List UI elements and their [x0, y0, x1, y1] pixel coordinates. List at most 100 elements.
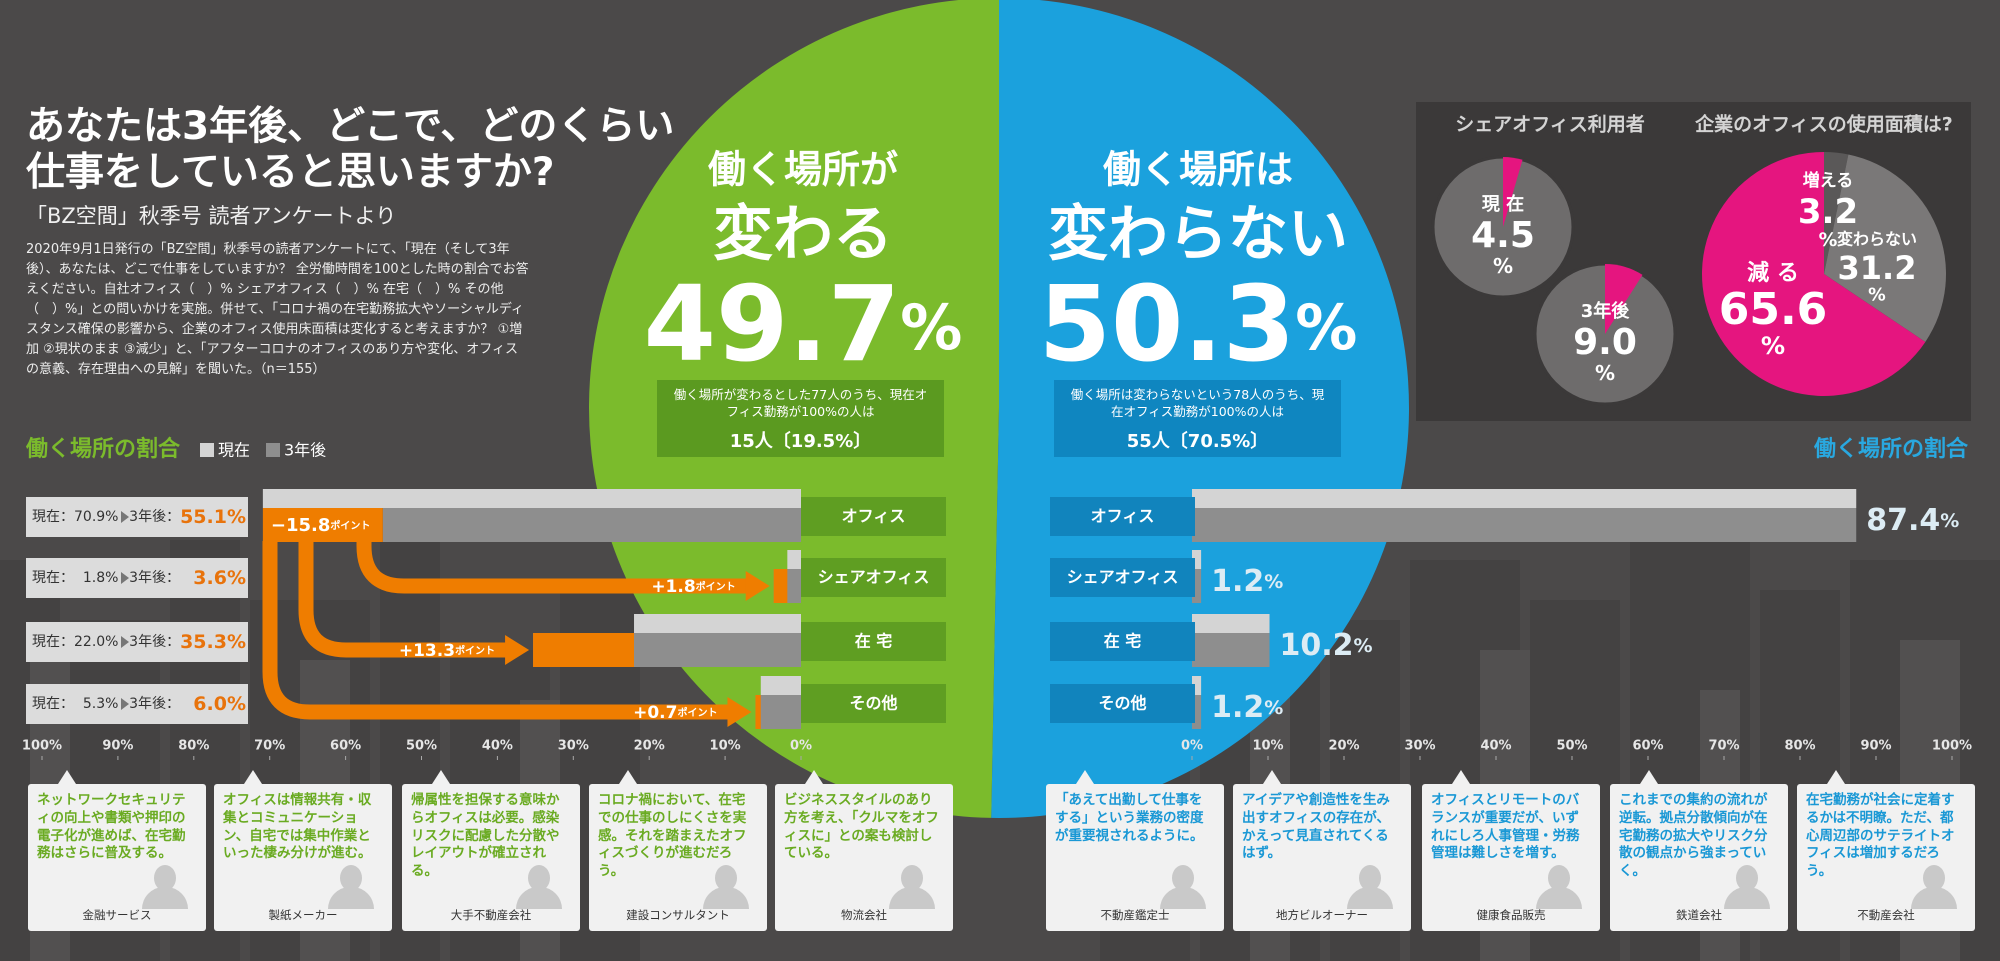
x-tick-label: 60%	[1632, 739, 1663, 754]
comment-text: ビジネススタイルのあり方を考え、「クルマをオフィスに」との案も検討している。	[784, 792, 939, 862]
comment-text: 「あえて出勤して仕事をする」という業務の密度が重要視されるように。	[1055, 792, 1204, 844]
slice-value: 49.7%	[644, 263, 963, 385]
x-tick-label: 50%	[1556, 739, 1587, 754]
comment-text: オフィスは情報共有・収集とコミュニケーション、自宅では集中作業といった棲み分けが…	[223, 792, 372, 862]
text-part: %	[1819, 230, 1838, 251]
comment-speaker: 地方ビルオーナー	[1276, 907, 1368, 922]
text-part: 3年後：	[129, 634, 180, 650]
person-icon	[1172, 865, 1194, 891]
pie-slice	[1605, 264, 1643, 334]
text-part: +1.8	[651, 577, 695, 597]
bar	[1192, 676, 1202, 695]
slice-label: 変わらない	[1837, 230, 1917, 249]
category-label: その他	[1098, 694, 1146, 713]
x-tick-label: 100%	[1932, 739, 1972, 754]
comment-text: ネットワークセキュリティの向上や書類や押印の電子化が進めば、在宅勤務はさらに普及…	[37, 792, 186, 862]
text-part: ポイント	[330, 519, 370, 532]
row-label: 現在： 5.3%	[32, 696, 118, 712]
pie-slice	[1824, 154, 1946, 342]
note-box	[657, 380, 944, 457]
text-part: 50.3	[1039, 263, 1296, 385]
comment-speaker: 不動産鑑定士	[1100, 907, 1170, 922]
person-icon	[901, 865, 923, 891]
comment-box: オフィスとリモートのバランスが重要だが、いずれにしろ人事管理・労務管理は難しさを…	[1422, 770, 1600, 931]
bar	[382, 508, 801, 542]
text-part: 35.3%	[180, 631, 246, 653]
person-icon	[328, 887, 374, 909]
text-part: 1.2	[1211, 690, 1264, 725]
note-count: 15人〔19.5%〕	[729, 431, 872, 452]
arrow-head	[745, 571, 770, 601]
text-part: 3年後：	[129, 509, 180, 525]
pie-label: 3年後	[1581, 300, 1631, 322]
slice-value: 31.2%	[1838, 249, 1917, 306]
row-separator	[121, 698, 129, 710]
category-box	[801, 558, 946, 597]
change-bar	[262, 508, 383, 542]
text-part: %	[1295, 291, 1357, 364]
x-tick-label: 90%	[1860, 739, 1891, 754]
category-label: オフィス	[1091, 507, 1155, 526]
person-icon	[1160, 887, 1206, 909]
x-tick-label: 30%	[1404, 739, 1435, 754]
text-part: 9.0	[1573, 322, 1637, 363]
note: 働く場所は変わらないという78人のうち、現在オフィス勤務が100%の人は	[1070, 387, 1325, 419]
row-separator	[121, 572, 129, 584]
text-part: ポイント	[455, 644, 495, 657]
change-label: +13.3ポイント	[399, 641, 495, 661]
change-bar	[533, 633, 635, 667]
bar	[1192, 569, 1202, 603]
text-part: %	[1264, 571, 1283, 593]
slice-value: 3.2%	[1798, 192, 1858, 251]
person-icon	[1923, 865, 1945, 891]
comment-box: ビジネススタイルのあり方を考え、「クルマをオフィスに」との案も検討している。物流…	[775, 770, 953, 931]
person-icon	[1359, 865, 1381, 891]
category-label: 在 宅	[1104, 632, 1142, 651]
comment-text: オフィスとリモートのバランスが重要だが、いずれにしろ人事管理・労務管理は難しさを…	[1431, 792, 1580, 862]
bar	[1192, 489, 1857, 508]
slice-label: 変わる	[713, 200, 893, 270]
chart-title: 働く場所の割合	[1813, 436, 1969, 462]
x-tick-label: 10%	[710, 739, 741, 754]
row-label: 現在：22.0%	[32, 634, 118, 650]
text-part: %	[1761, 332, 1785, 360]
category-box	[801, 497, 946, 536]
bar	[262, 489, 801, 508]
change-label: +0.7ポイント	[633, 703, 717, 723]
note-count: 55人〔70.5%〕	[1126, 431, 1269, 452]
value-label: 10.2%	[1280, 628, 1373, 663]
change-bar	[755, 695, 761, 729]
comment-speaker: 建設コンサルタント	[626, 907, 730, 922]
comment-speaker: 物流会社	[841, 907, 887, 922]
note: 働く場所が変わるとした77人のうち、現在オフィス勤務が100%の人は	[673, 387, 928, 419]
x-tick-label: 80%	[178, 739, 209, 754]
slice-label: 減 る	[1747, 261, 1799, 286]
text-part: 1.2	[1211, 564, 1264, 599]
legend-label: 3年後	[284, 441, 326, 460]
value-label: 1.2%	[1211, 564, 1283, 599]
category-box	[1050, 622, 1195, 661]
comment-speaker: 不動産会社	[1857, 907, 1915, 922]
note-box	[1054, 380, 1341, 457]
person-icon	[715, 865, 737, 891]
bar	[1192, 550, 1202, 569]
bar	[760, 676, 801, 695]
comment-speaker: 金融サービス	[82, 907, 152, 922]
text-part: 3年後：	[129, 570, 180, 586]
text-part: %	[900, 291, 962, 364]
slice-heading: 働く場所が	[708, 148, 898, 192]
legend-swatch	[200, 443, 214, 457]
category-label: 在 宅	[855, 632, 893, 651]
change-label: +1.8ポイント	[651, 577, 735, 597]
text-part: 4.5	[1471, 215, 1535, 256]
arrow	[298, 541, 510, 658]
text-part: ポイント	[677, 706, 717, 719]
change-bar	[773, 569, 788, 603]
row-label: 3年後：55.1%	[129, 506, 246, 528]
x-tick-label: 20%	[1328, 739, 1359, 754]
foreground: 働く場所が変わる49.7%働く場所は変わらない50.3%シェアオフィス利用者現 …	[22, 0, 1972, 818]
title-block: あなたは3年後、どこで、どのくらい 仕事をしていると思いますか?	[26, 104, 674, 196]
comment-box: オフィスは情報共有・収集とコミュニケーション、自宅では集中作業といった棲み分けが…	[214, 770, 392, 931]
bar	[1192, 633, 1270, 667]
